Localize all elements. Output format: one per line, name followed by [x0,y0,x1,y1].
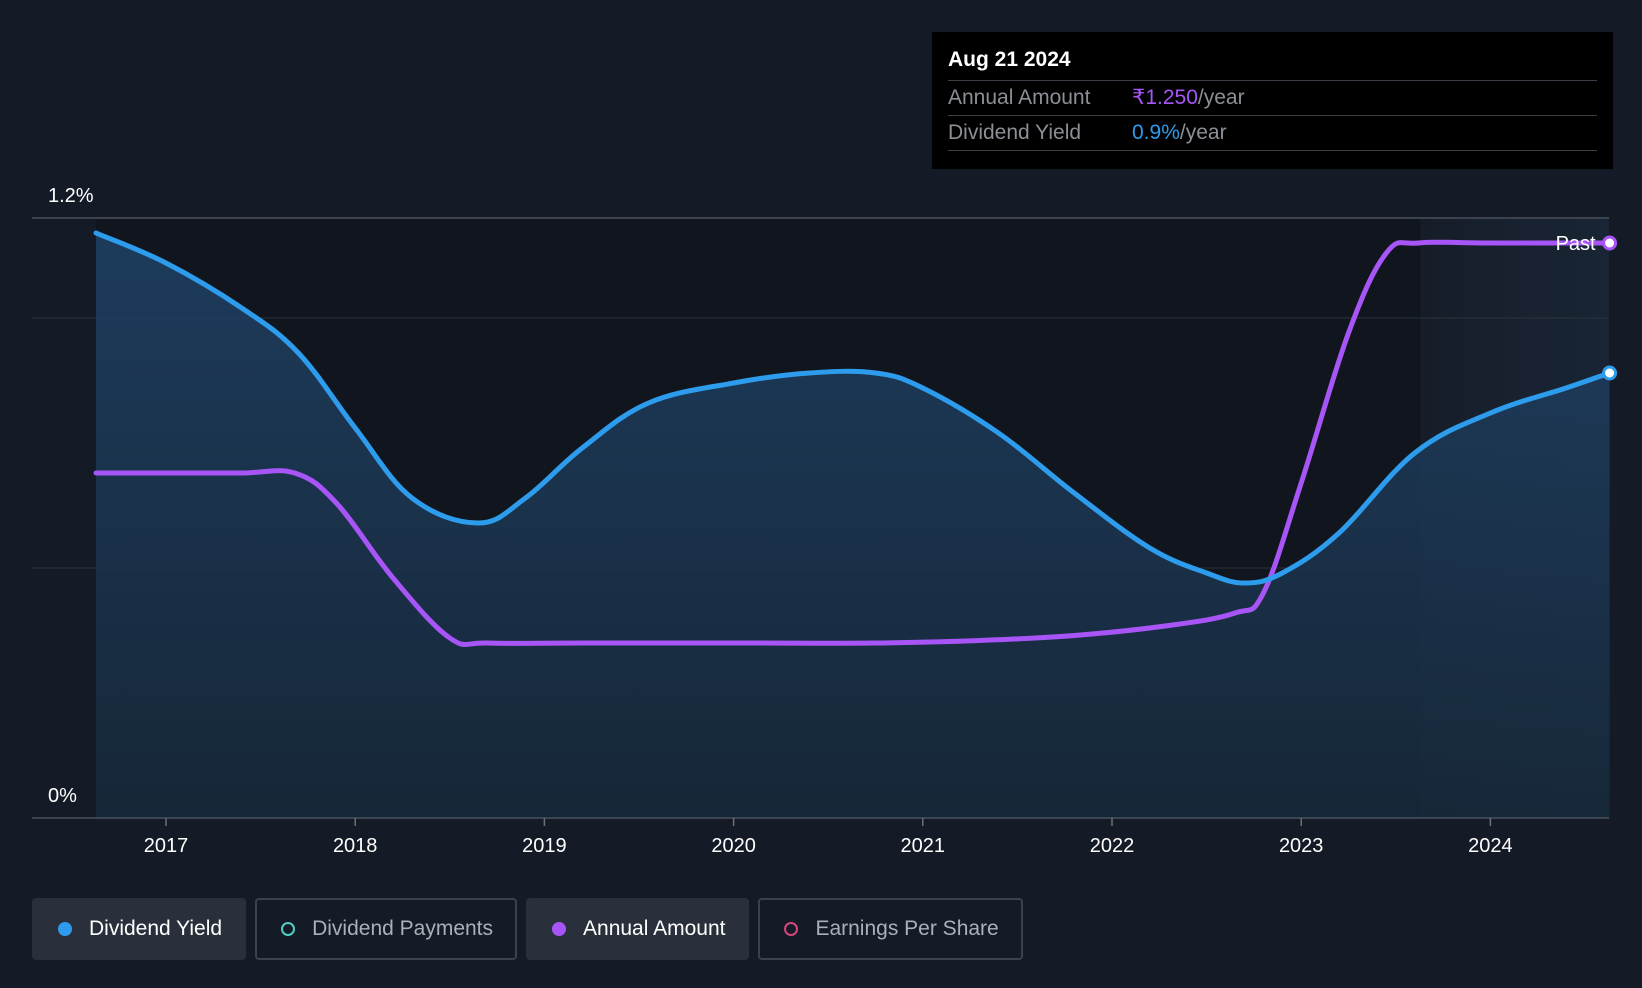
tooltip-row-label: Dividend Yield [948,121,1082,144]
legend-dot-icon [784,922,799,936]
legend-item-dividend-payments[interactable]: Dividend Payments [255,898,518,960]
x-axis: 2017 2018 2019 2020 2021 2022 2023 2024 [32,817,1609,857]
past-label: Past [1556,233,1596,255]
dividend-yield-area [96,233,1610,818]
legend-dot-icon [281,922,296,936]
legend-item-annual-amount[interactable]: Annual Amount [526,898,750,960]
legend-label: Dividend Payments [312,917,494,940]
x-tick-label: 2024 [1468,835,1513,857]
x-tick-label: 2021 [901,835,946,857]
legend-label: Annual Amount [583,917,726,940]
y-axis-bottom-label: 0% [48,785,77,807]
tooltip-row-label: Annual Amount [948,86,1091,109]
tooltip-row-annual-amount: Annual Amount ₹1.250 /year [948,81,1597,116]
tooltip-row-dividend-yield: Dividend Yield 0.9% /year [948,116,1597,151]
dividend-yield-line [93,230,1613,586]
x-tick-label: 2017 [144,835,189,857]
x-tick-label: 2019 [522,835,567,857]
legend-label: Earnings Per Share [815,917,999,940]
tooltip-row-value: 0.9% [1132,121,1180,144]
legend-dot-icon [58,922,72,936]
legend-item-dividend-yield[interactable]: Dividend Yield [32,898,247,960]
x-tick-label: 2023 [1279,835,1324,857]
legend-label: Dividend Yield [89,917,223,940]
annual-amount-line [93,239,1613,648]
x-tick-label: 2020 [711,835,756,857]
tooltip-row-value: ₹1.250 [1132,86,1198,109]
tooltip-row-unit: /year [1197,86,1245,109]
tooltip: Aug 21 2024 Annual Amount ₹1.250 /year D… [932,32,1613,169]
dividend-yield-endpoint [1602,365,1618,381]
legend-dot-icon [552,922,567,936]
y-axis-top-label: 1.2% [48,185,94,207]
dividend-chart: 2017 2018 2019 2020 2021 2022 2023 2024 1.2% 0%… [32,185,1618,857]
legend-item-earnings-per-share[interactable]: Earnings Per Share [758,898,1023,960]
x-tick-label: 2022 [1090,835,1135,857]
x-tick-label: 2018 [333,835,378,857]
tooltip-date: Aug 21 2024 [948,46,1597,81]
tooltip-row-unit: /year [1179,121,1227,144]
legend: Dividend Yield Dividend Payments Annual … [32,898,1023,960]
annual-amount-endpoint [1602,235,1618,251]
